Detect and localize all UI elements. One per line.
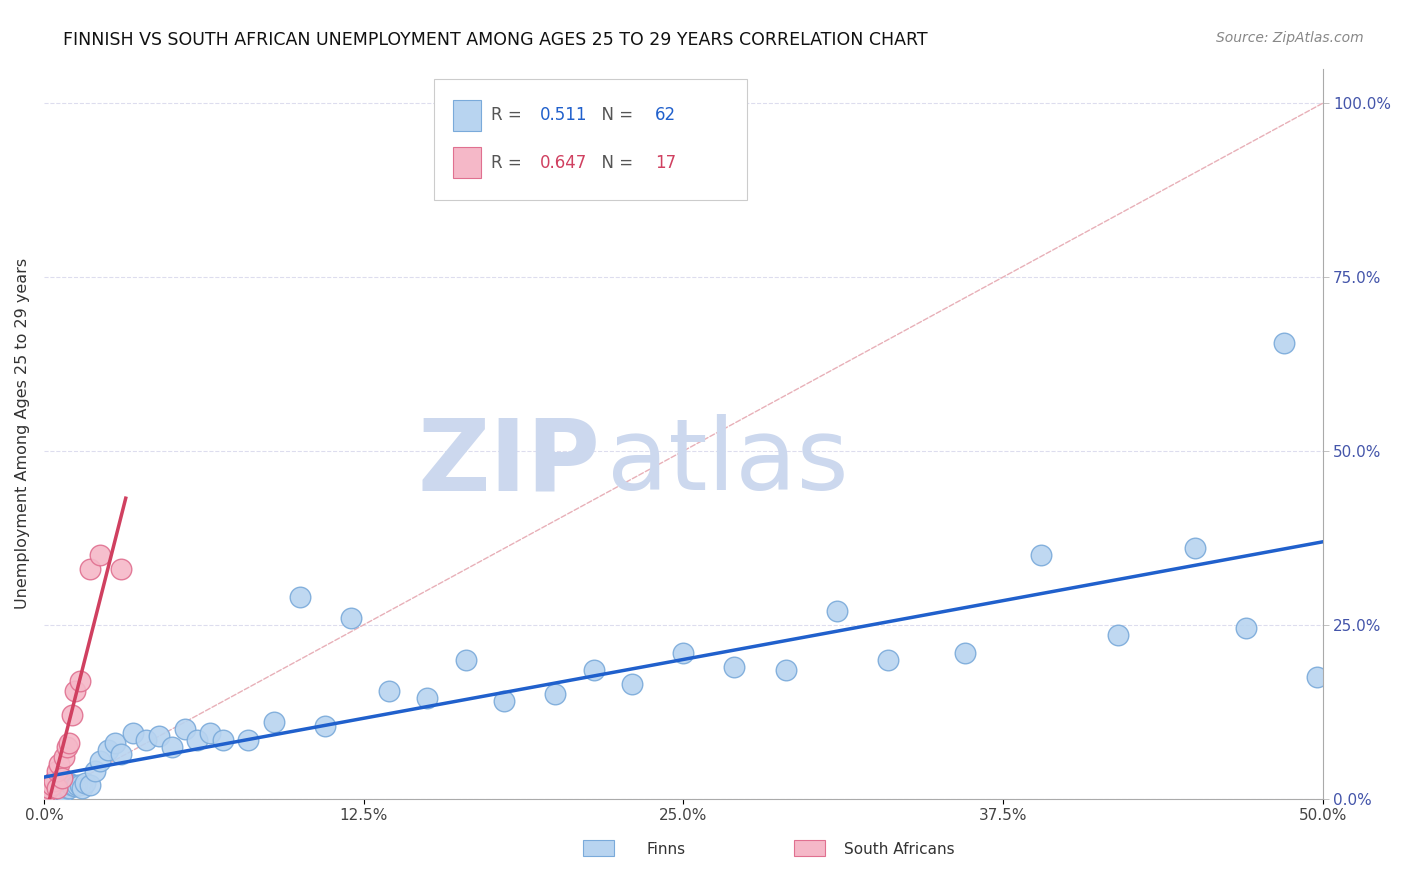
- Point: [58, 776, 80, 790]
- Point: [41, 778, 63, 792]
- Bar: [794, 840, 825, 856]
- Point: [48, 756, 70, 771]
- Point: [38, 783, 60, 797]
- Point: [1107, 628, 1129, 642]
- Point: [775, 663, 797, 677]
- Point: [42, 774, 65, 789]
- Point: [51, 783, 73, 797]
- Point: [186, 732, 208, 747]
- Point: [70, 781, 93, 796]
- Point: [48, 778, 70, 792]
- Point: [89, 754, 111, 768]
- Point: [122, 725, 145, 739]
- Point: [148, 729, 170, 743]
- Point: [1234, 621, 1257, 635]
- Point: [825, 604, 848, 618]
- Point: [56, 739, 79, 754]
- Point: [288, 590, 311, 604]
- Point: [723, 659, 745, 673]
- Point: [454, 653, 477, 667]
- Text: 0.647: 0.647: [540, 153, 588, 172]
- Point: [263, 715, 285, 730]
- Point: [42, 779, 65, 793]
- Point: [69, 778, 91, 792]
- FancyBboxPatch shape: [434, 79, 747, 200]
- Text: atlas: atlas: [606, 415, 848, 511]
- Point: [1031, 549, 1053, 563]
- Point: [1306, 670, 1329, 684]
- Point: [63, 779, 86, 793]
- Point: [494, 694, 516, 708]
- Point: [56, 778, 79, 792]
- Point: [45, 764, 67, 778]
- Point: [38, 781, 60, 796]
- Point: [84, 764, 107, 778]
- Point: [173, 723, 195, 737]
- Point: [53, 750, 76, 764]
- Point: [238, 732, 260, 747]
- Point: [378, 684, 401, 698]
- Text: R =: R =: [492, 153, 527, 172]
- Text: ZIP: ZIP: [418, 415, 600, 511]
- Point: [110, 747, 132, 761]
- Text: 0.511: 0.511: [540, 106, 588, 124]
- Point: [58, 736, 80, 750]
- Point: [89, 549, 111, 563]
- Text: FINNISH VS SOUTH AFRICAN UNEMPLOYMENT AMONG AGES 25 TO 29 YEARS CORRELATION CHAR: FINNISH VS SOUTH AFRICAN UNEMPLOYMENT AM…: [63, 31, 928, 49]
- Point: [212, 732, 235, 747]
- Text: N =: N =: [591, 153, 638, 172]
- Point: [63, 684, 86, 698]
- Point: [35, 785, 58, 799]
- Point: [97, 743, 120, 757]
- Point: [110, 562, 132, 576]
- Point: [104, 736, 127, 750]
- Point: [621, 677, 644, 691]
- Bar: [453, 147, 481, 178]
- Y-axis label: Unemployment Among Ages 25 to 29 years: Unemployment Among Ages 25 to 29 years: [15, 258, 30, 609]
- Point: [73, 776, 96, 790]
- Point: [53, 778, 76, 792]
- Text: 62: 62: [655, 106, 676, 124]
- Point: [314, 719, 336, 733]
- Point: [135, 732, 157, 747]
- Point: [48, 781, 70, 796]
- Bar: [453, 100, 481, 130]
- Point: [42, 783, 65, 797]
- Point: [672, 646, 695, 660]
- Point: [60, 778, 83, 792]
- Point: [1184, 541, 1206, 556]
- Text: Source: ZipAtlas.com: Source: ZipAtlas.com: [1216, 31, 1364, 45]
- Point: [1272, 336, 1295, 351]
- Bar: [583, 840, 614, 856]
- Text: Finns: Finns: [647, 842, 686, 856]
- Point: [45, 781, 67, 796]
- Point: [45, 785, 67, 799]
- Point: [56, 781, 79, 796]
- Point: [60, 708, 83, 723]
- Point: [69, 673, 91, 688]
- Text: R =: R =: [492, 106, 527, 124]
- Point: [35, 785, 58, 799]
- Point: [582, 663, 605, 677]
- Point: [41, 785, 63, 799]
- Point: [544, 688, 567, 702]
- Text: South Africans: South Africans: [844, 842, 955, 856]
- Point: [45, 781, 67, 796]
- Point: [160, 739, 183, 754]
- Point: [51, 771, 73, 785]
- Point: [53, 785, 76, 799]
- Text: 17: 17: [655, 153, 676, 172]
- Text: N =: N =: [591, 106, 638, 124]
- Point: [198, 725, 221, 739]
- Point: [79, 778, 101, 792]
- Point: [41, 781, 63, 796]
- Point: [876, 653, 898, 667]
- Point: [79, 562, 101, 576]
- Point: [339, 611, 361, 625]
- Point: [58, 781, 80, 796]
- Point: [66, 778, 89, 792]
- Point: [51, 779, 73, 793]
- Point: [416, 690, 439, 705]
- Point: [953, 646, 976, 660]
